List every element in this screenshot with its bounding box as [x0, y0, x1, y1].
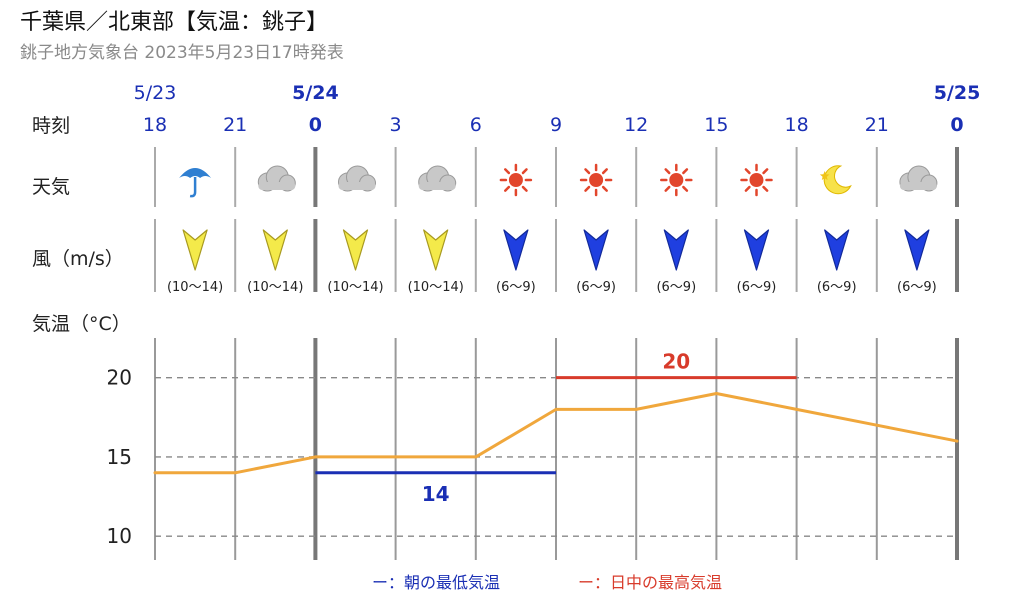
wind-arrow-icon	[583, 229, 609, 271]
hour-tick-label: 3	[390, 114, 402, 136]
temperature-point	[474, 455, 478, 459]
wind-speed-label: (10〜14)	[167, 280, 223, 295]
wind-speed-label: (10〜14)	[408, 280, 464, 295]
cloud-icon	[257, 165, 296, 192]
row-label-wind: 風（m/s）	[32, 248, 124, 270]
wind-arrow-icon	[503, 229, 529, 271]
legend-max-label: ー：日中の最高気温	[578, 573, 723, 592]
wind-arrow-icon	[182, 229, 208, 271]
date-label: 5/24	[292, 82, 339, 104]
hour-tick-label: 6	[470, 114, 482, 136]
legend-min-temp: ー：朝の最低気温	[372, 569, 500, 593]
wind-arrow-icon	[743, 229, 770, 271]
date-label: 5/23	[134, 82, 177, 104]
rain-umbrella-icon	[179, 168, 212, 198]
moon-star-icon	[819, 165, 852, 195]
wind-arrow-icon	[423, 229, 449, 271]
cloud-icon	[338, 165, 376, 192]
temperature-point	[554, 407, 558, 411]
sun-icon	[740, 163, 773, 197]
cloud-icon	[418, 165, 457, 192]
wind-speed-label: (6〜9)	[817, 280, 857, 295]
temperature-point	[313, 455, 317, 459]
hour-tick-label: 18	[785, 114, 809, 136]
wind-arrow-icon	[342, 229, 369, 271]
y-tick-label: 10	[107, 524, 132, 548]
temperature-point	[875, 423, 879, 427]
hour-tick-label: 18	[143, 114, 167, 136]
temperature-point	[795, 407, 799, 411]
cloud-icon	[899, 165, 938, 192]
issue-info: 銚子地方気象台 2023年5月23日17時発表	[20, 43, 344, 63]
y-tick-label: 15	[107, 445, 132, 469]
min-temp-label: 14	[422, 482, 450, 506]
page-title: 千葉県／北東部【気温：銚子】	[20, 10, 329, 35]
temperature-point	[634, 407, 638, 411]
row-label-temperature: 気温（°C）	[32, 313, 131, 335]
row-label-time: 時刻	[32, 115, 71, 137]
wind-arrow-icon	[824, 229, 850, 271]
wind-arrow-icon	[663, 229, 689, 271]
wind-speed-label: (6〜9)	[496, 280, 536, 295]
hour-tick-label: 9	[550, 114, 562, 136]
wind-speed-label: (10〜14)	[327, 280, 383, 295]
hour-tick-label: 21	[865, 114, 889, 136]
wind-speed-label: (6〜9)	[737, 280, 777, 295]
wind-speed-label: (6〜9)	[656, 280, 696, 295]
hour-tick-label: 0	[950, 114, 963, 136]
temperature-point	[394, 455, 398, 459]
temperature-point	[714, 392, 718, 395]
row-label-weather: 天気	[32, 176, 71, 198]
wind-speed-label: (6〜9)	[897, 280, 937, 295]
hour-tick-label: 0	[309, 114, 322, 136]
legend-min-label: ー：朝の最低気温	[372, 573, 501, 592]
hour-tick-label: 12	[624, 114, 648, 136]
date-label: 5/25	[934, 82, 981, 104]
wind-speed-label: (6〜9)	[576, 280, 616, 295]
sun-icon	[499, 163, 533, 197]
wind-arrow-icon	[262, 229, 288, 271]
temperature-point	[955, 439, 959, 443]
temperature-point	[233, 471, 237, 475]
wind-arrow-icon	[904, 229, 930, 271]
hour-tick-label: 21	[223, 114, 247, 136]
sun-icon	[660, 163, 693, 197]
wind-speed-label: (10〜14)	[247, 280, 303, 295]
y-tick-label: 20	[107, 366, 132, 390]
max-temp-label: 20	[662, 350, 690, 374]
hour-tick-label: 15	[704, 114, 728, 136]
legend-max-temp: ー：日中の最高気温	[578, 569, 722, 593]
temperature-point	[153, 471, 157, 475]
sun-icon	[579, 163, 613, 197]
